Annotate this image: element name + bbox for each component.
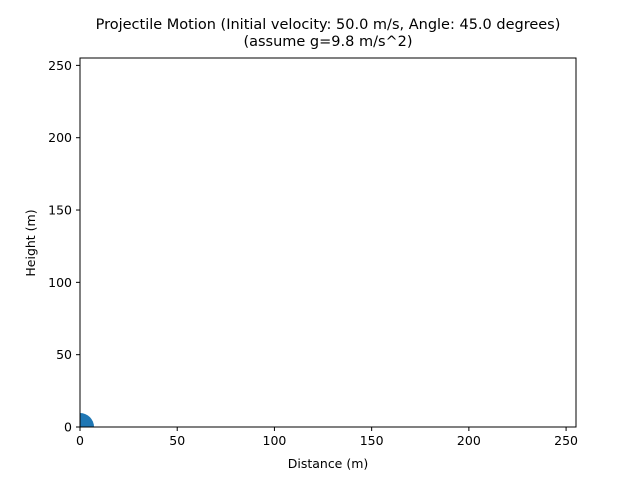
chart-title: Projectile Motion (Initial velocity: 50.… (95, 17, 561, 33)
y-tick-label: 200 (48, 130, 72, 145)
y-tick-label: 50 (56, 347, 72, 362)
plot-frame (79, 57, 577, 428)
x-tick-label: 250 (554, 433, 578, 448)
x-tick-label: 100 (263, 433, 287, 448)
x-axis-label: Distance (m) (288, 456, 369, 471)
x-tick-label: 50 (169, 433, 185, 448)
x-tick-label: 200 (457, 433, 481, 448)
y-tick-label: 0 (64, 420, 72, 435)
projectile-marker (80, 413, 94, 427)
projectile-marker-group (80, 413, 94, 427)
y-axis-label: Height (m) (23, 209, 38, 276)
chart-subtitle: (assume g=9.8 m/s^2) (243, 34, 413, 50)
y-axis: 0 50 100 150 200 250 (48, 58, 80, 435)
x-tick-label: 0 (76, 433, 84, 448)
y-tick-label: 250 (48, 58, 72, 73)
x-axis: 0 50 100 150 200 250 (76, 427, 578, 448)
y-tick-label: 100 (48, 275, 72, 290)
y-tick-label: 150 (48, 203, 72, 218)
x-tick-label: 150 (360, 433, 384, 448)
